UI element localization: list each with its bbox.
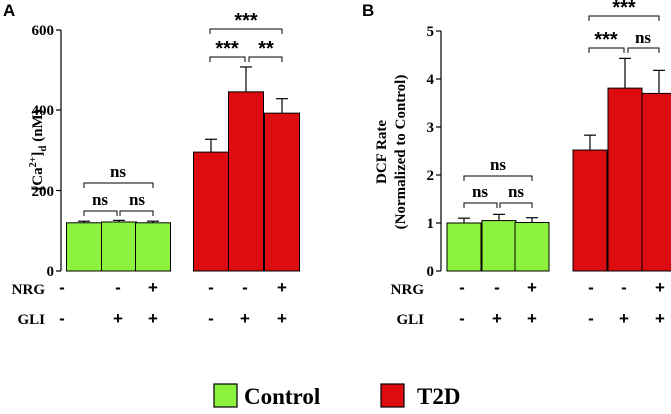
panel-b-gli-mark: + [619, 309, 629, 328]
panel-a-sig-label: ns [110, 162, 126, 181]
legend: Control T2D [213, 383, 460, 409]
panel-b-sig-label: ns [635, 28, 651, 47]
panel-b-gli-mark: - [588, 309, 594, 328]
panel-a-ytick-label: 200 [32, 184, 55, 200]
panel-a-bar-t2d [193, 151, 229, 272]
panel-b-bracket [463, 175, 533, 181]
panel-b-nrg-mark: - [621, 278, 627, 297]
panel-b-ytick-label: 2 [427, 168, 435, 184]
panel-a-letter: A [3, 1, 15, 20]
panel-a-nrg-mark: - [115, 278, 121, 297]
panel-b-ytick-label: 5 [427, 24, 435, 40]
panel-b-ytick-label: 1 [427, 216, 435, 232]
panel-a-bracket [119, 210, 154, 216]
panel-a-nrg-mark: - [59, 278, 65, 297]
panel-a-ylabel-sup: 2+ [28, 156, 39, 167]
panel-b-sig-label: ns [472, 182, 488, 201]
panel-b-nrg-mark: - [459, 278, 465, 297]
panel-b-bracket [588, 15, 660, 21]
panel-b-y-axis-title-line2: (Normalized to Control) [393, 75, 409, 230]
panel-b-ytick-label: 0 [427, 264, 435, 280]
panel-a-ytick-label: 600 [32, 23, 55, 39]
panel-b-nrg-mark: + [655, 278, 665, 297]
panel-a-nrg-label: NRG [12, 282, 46, 298]
legend-label-control: Control [244, 384, 320, 409]
panel-a-bracket [83, 210, 118, 216]
panel-a-sig-label: ns [129, 190, 145, 209]
panel-b-bar-control [514, 222, 550, 272]
panel-b-gli-label: GLI [396, 312, 424, 328]
panel-b-bar-control [446, 222, 482, 272]
panel-b-nrg-label: NRG [391, 282, 425, 298]
panel-b-sig-label: *** [612, 0, 636, 19]
panel-b: B DCF Rate (Normalized to Control) 5 4 3… [362, 0, 671, 328]
legend-swatch-control [213, 383, 238, 408]
panel-a-bar-t2d [228, 91, 264, 272]
panel-a-sig-label: *** [215, 38, 239, 60]
panel-a-sig-label: ns [92, 190, 108, 209]
panel-b-sig-label: ns [508, 182, 524, 201]
panel-a-bar-control [101, 221, 137, 272]
panel-b-bracket [499, 202, 533, 208]
panel-a-bracket [209, 28, 283, 34]
panel-a-gli-mark: + [113, 309, 123, 328]
panel-a-nrg-mark: + [148, 278, 158, 297]
panel-b-bar-t2d [641, 92, 671, 272]
panel-b-letter: B [362, 1, 374, 20]
panel-a-bar-control [135, 222, 171, 272]
panel-b-nrg-mark: + [527, 278, 537, 297]
panel-a-y-axis-title: [Ca2+]d (nM) [28, 109, 49, 190]
panel-b-gli-mark: + [527, 309, 537, 328]
panel-b-gli-mark: + [492, 309, 502, 328]
panel-a-nrg-mark: - [242, 278, 248, 297]
panel-a-bar-control [66, 222, 102, 272]
panel-a-sig-label: *** [234, 10, 258, 32]
panel-b-gli-mark: - [459, 309, 465, 328]
panel-a-ylabel-sub: d [37, 146, 49, 152]
panel-a-bracket [248, 56, 283, 62]
panel-a-gli-label: GLI [17, 312, 45, 328]
panel-a-bars [66, 66, 300, 272]
panel-a-gli-mark: + [240, 309, 250, 328]
panel-a-bar-t2d [264, 112, 300, 272]
panel-a-bracket [209, 56, 246, 62]
panel-b-nrg-mark: - [494, 278, 500, 297]
panel-a-bracket [83, 182, 154, 188]
panel-a-gli-mark: - [59, 309, 65, 328]
panel-a-ylabel-unit: (nM) [30, 109, 46, 145]
panel-a-nrg-mark: - [208, 278, 214, 297]
panel-a-ylabel-close: ] [30, 152, 46, 157]
panel-b-ytick-label: 4 [427, 72, 435, 88]
panel-a-ytick-label: 400 [32, 103, 55, 119]
panel-b-bar-t2d [572, 149, 608, 272]
panel-b-gli-mark: + [655, 309, 665, 328]
panel-a: A [Ca2+]d (nM) 600 400 200 0 ns ns ns **… [3, 1, 300, 328]
panel-a-gli-mark: + [277, 309, 287, 328]
panel-a-sig-label: ** [258, 38, 274, 60]
panel-b-bar-control [481, 220, 517, 272]
panel-b-nrg-mark: - [588, 278, 594, 297]
panel-b-sig-label: ns [490, 155, 506, 174]
panel-a-gli-mark: + [148, 309, 158, 328]
legend-swatch-t2d [380, 383, 405, 408]
panel-b-sig-label: *** [594, 29, 618, 51]
panel-a-ytick-label: 0 [47, 264, 55, 280]
panel-a-ylabel-main: [Ca [30, 167, 46, 191]
panel-b-bracket [588, 47, 625, 53]
panel-b-bar-t2d [607, 87, 643, 272]
panel-b-y-axis-title-line1: DCF Rate [374, 120, 390, 184]
panel-b-bars [446, 57, 671, 272]
panel-b-ytick-label: 3 [427, 120, 435, 136]
panel-a-gli-mark: - [208, 309, 214, 328]
panel-b-bracket [627, 47, 660, 53]
panel-b-bracket [463, 202, 498, 208]
legend-label-t2d: T2D [417, 384, 460, 409]
panel-a-nrg-mark: + [277, 278, 287, 297]
